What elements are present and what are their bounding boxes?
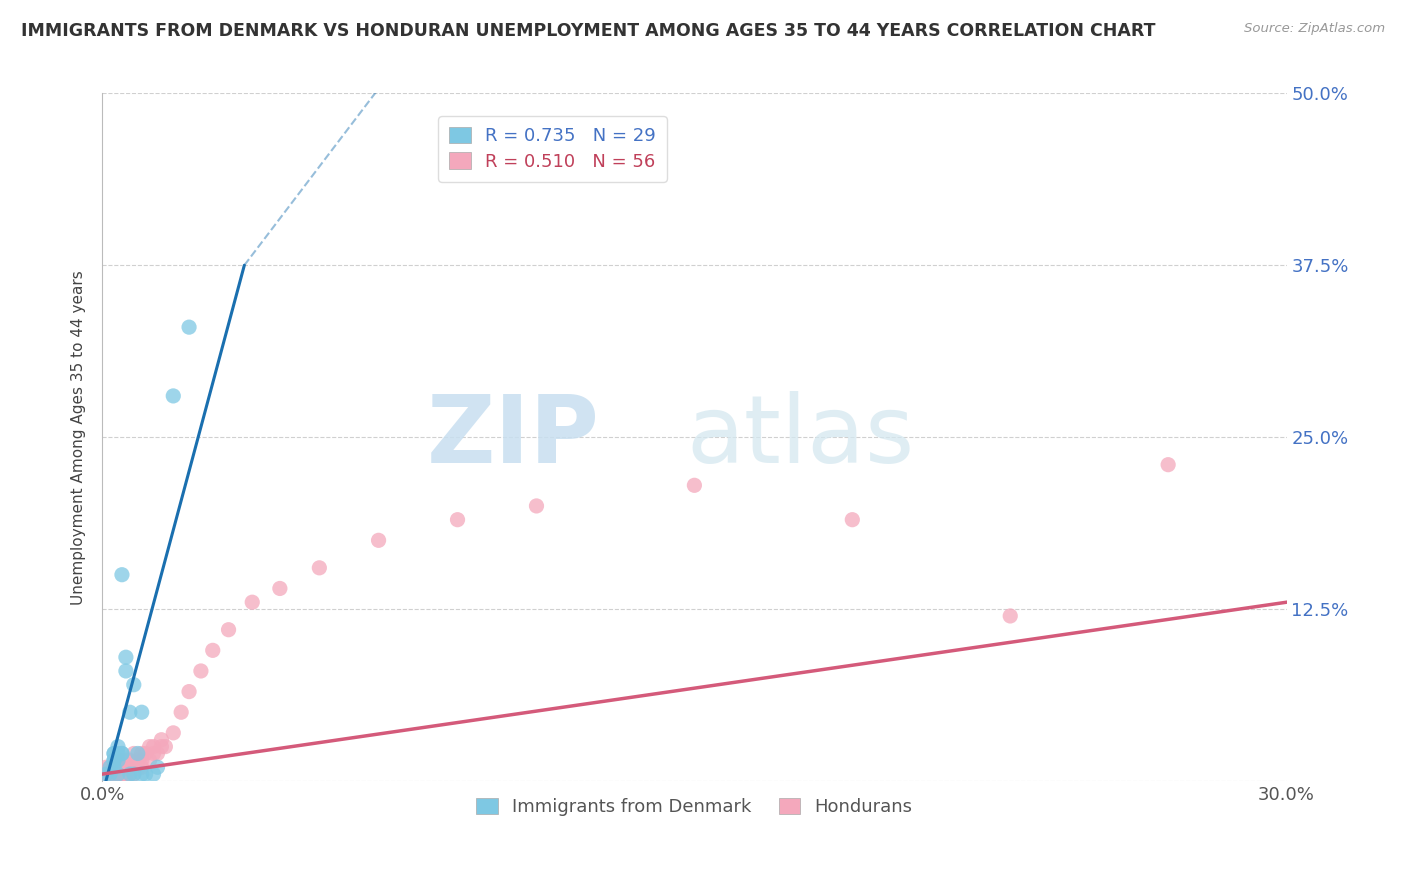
Point: [131, 753, 153, 767]
Point: [107, 767, 129, 781]
Point: [138, 739, 160, 754]
Point: [142, 747, 165, 761]
Point: [122, 760, 145, 774]
Point: [138, 753, 160, 767]
Point: [111, 747, 134, 761]
Point: [115, 664, 138, 678]
Point: [96, 767, 118, 781]
Point: [131, 747, 153, 761]
Point: [135, 747, 157, 761]
Point: [118, 767, 141, 781]
Point: [127, 760, 149, 774]
Point: [1000, 609, 1022, 624]
Point: [150, 739, 173, 754]
Point: [122, 767, 145, 781]
Point: [111, 767, 134, 781]
Point: [118, 753, 141, 767]
Point: [103, 767, 125, 781]
Point: [131, 705, 153, 719]
Point: [122, 747, 145, 761]
Point: [111, 753, 134, 767]
Point: [177, 320, 200, 334]
Point: [122, 678, 145, 692]
Point: [98, 767, 121, 781]
Point: [146, 747, 169, 761]
Point: [127, 753, 149, 767]
Point: [201, 643, 224, 657]
Point: [103, 747, 125, 761]
Point: [146, 760, 169, 774]
Point: [115, 650, 138, 665]
Point: [142, 739, 165, 754]
Point: [1157, 458, 1180, 472]
Point: [367, 533, 389, 548]
Point: [111, 760, 134, 774]
Point: [115, 767, 138, 781]
Text: ZIP: ZIP: [427, 392, 599, 483]
Point: [218, 623, 240, 637]
Point: [177, 684, 200, 698]
Point: [127, 747, 149, 761]
Point: [135, 767, 157, 781]
Point: [122, 767, 145, 781]
Point: [118, 705, 141, 719]
Point: [526, 499, 548, 513]
Point: [115, 760, 138, 774]
Point: [107, 767, 129, 781]
Point: [98, 767, 121, 781]
Legend: Immigrants from Denmark, Hondurans: Immigrants from Denmark, Hondurans: [468, 791, 920, 823]
Point: [118, 760, 141, 774]
Text: atlas: atlas: [688, 392, 915, 483]
Point: [142, 767, 165, 781]
Point: [170, 705, 193, 719]
Point: [162, 389, 184, 403]
Point: [118, 767, 141, 781]
Point: [103, 747, 125, 761]
Point: [269, 582, 291, 596]
Point: [308, 561, 330, 575]
Point: [131, 760, 153, 774]
Point: [96, 760, 118, 774]
Text: Source: ZipAtlas.com: Source: ZipAtlas.com: [1244, 22, 1385, 36]
Point: [107, 760, 129, 774]
Point: [107, 767, 129, 781]
Point: [107, 767, 129, 781]
Point: [103, 767, 125, 781]
Point: [240, 595, 263, 609]
Point: [103, 760, 125, 774]
Point: [103, 760, 125, 774]
Point: [103, 753, 125, 767]
Point: [98, 760, 121, 774]
Point: [162, 726, 184, 740]
Point: [107, 747, 129, 761]
Y-axis label: Unemployment Among Ages 35 to 44 years: Unemployment Among Ages 35 to 44 years: [72, 269, 86, 605]
Text: IMMIGRANTS FROM DENMARK VS HONDURAN UNEMPLOYMENT AMONG AGES 35 TO 44 YEARS CORRE: IMMIGRANTS FROM DENMARK VS HONDURAN UNEM…: [21, 22, 1156, 40]
Point: [150, 732, 173, 747]
Point: [103, 767, 125, 781]
Point: [98, 767, 121, 781]
Point: [98, 760, 121, 774]
Point: [131, 767, 153, 781]
Point: [107, 753, 129, 767]
Point: [111, 767, 134, 781]
Point: [103, 753, 125, 767]
Point: [115, 753, 138, 767]
Point: [111, 567, 134, 582]
Point: [841, 513, 863, 527]
Point: [446, 513, 468, 527]
Point: [155, 739, 177, 754]
Point: [111, 747, 134, 761]
Point: [107, 739, 129, 754]
Point: [683, 478, 706, 492]
Point: [190, 664, 212, 678]
Point: [96, 767, 118, 781]
